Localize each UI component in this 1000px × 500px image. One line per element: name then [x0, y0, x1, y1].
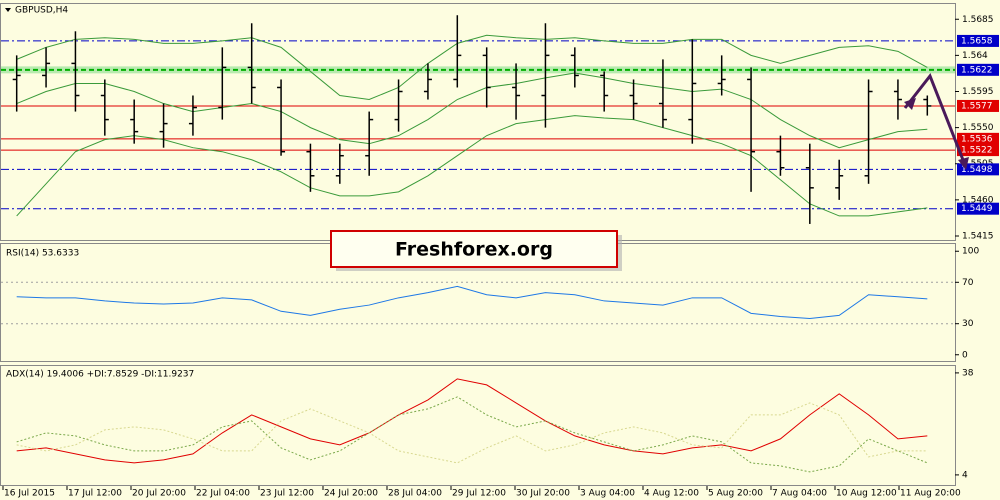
- y-tick-label: 0: [962, 350, 968, 360]
- adx-panel-frame: [0, 365, 956, 486]
- x-tick-label: 17 Jul 12:00: [68, 489, 122, 499]
- level-label: 1.5536: [961, 134, 993, 144]
- indicator-line: [16, 285, 928, 320]
- level-label-box: [957, 163, 999, 176]
- level-label-box: [957, 202, 999, 215]
- x-tick-label: 5 Aug 20:00: [708, 489, 763, 499]
- level-label-box: [957, 99, 999, 112]
- bollinger-band: [16, 115, 928, 217]
- y-tick-label: 70: [962, 278, 974, 288]
- watermark: Freshforex.org: [395, 239, 553, 261]
- y-tick-label: 38: [962, 368, 974, 378]
- y-tick-label: 1.5595: [962, 87, 994, 97]
- symbol-title: GBPUSD,H4: [15, 6, 68, 16]
- indicator-line: [16, 378, 928, 464]
- x-tick-label: 11 Aug 20:00: [900, 489, 961, 499]
- x-tick-label: 23 Jul 12:00: [260, 489, 314, 499]
- x-tick-label: 24 Jul 20:00: [324, 489, 378, 499]
- level-label: 1.5522: [961, 146, 993, 156]
- bollinger-band: [16, 34, 928, 101]
- y-tick-label: 1.5685: [962, 15, 994, 25]
- watermark-box: Freshforex.org: [330, 230, 622, 271]
- level-label-box: [957, 132, 999, 145]
- watermark-frame: [330, 230, 618, 268]
- y-tick-label: 30: [962, 319, 974, 329]
- y-tick-label: 100: [962, 247, 979, 257]
- level-label: 1.5577: [961, 101, 993, 111]
- x-tick-label: 22 Jul 04:00: [196, 489, 250, 499]
- y-tick-label: 1.564: [962, 51, 988, 61]
- bollinger-band: [16, 72, 928, 149]
- level-label: 1.5498: [961, 165, 993, 175]
- forecast-arrow: [903, 73, 967, 166]
- level-label: 1.5449: [961, 204, 993, 214]
- y-tick-label: 1.5415: [962, 231, 994, 241]
- x-tick-label: 28 Jul 04:00: [388, 489, 442, 499]
- arrows: [903, 73, 969, 170]
- y-tick-label: 1.5460: [962, 195, 994, 205]
- indicator-line: [16, 402, 928, 464]
- symbol-menu-icon: [5, 8, 11, 12]
- x-tick-label: 20 Jul 20:00: [132, 489, 186, 499]
- level-label-box: [957, 144, 999, 157]
- level-label: 1.5658: [961, 36, 993, 46]
- level-label-box: [957, 63, 999, 76]
- x-tick-label: 7 Aug 04:00: [772, 489, 827, 499]
- x-tick-label: 4 Aug 12:00: [644, 489, 699, 499]
- x-tick-label: 30 Jul 20:00: [516, 489, 570, 499]
- x-tick-label: 16 Jul 2015: [4, 489, 55, 499]
- arrow-head: [904, 98, 916, 110]
- adx-title: ADX(14) 19.4006 +DI:7.8529 -DI:11.9237: [6, 370, 194, 380]
- marks: 1.56851.5641.55951.55501.55051.54601.541…: [1, 15, 999, 499]
- arrow-head: [958, 157, 969, 170]
- y-tick-label: 4: [962, 470, 968, 480]
- x-tick-label: 3 Aug 04:00: [580, 489, 635, 499]
- level-label-box: [957, 34, 999, 47]
- level-label: 1.5622: [961, 65, 993, 75]
- rsi-title: RSI(14) 53.6333: [6, 249, 79, 259]
- x-tick-label: 10 Aug 12:00: [836, 489, 897, 499]
- y-tick-label: 1.5550: [962, 123, 994, 133]
- x-tick-label: 29 Jul 12:00: [452, 489, 506, 499]
